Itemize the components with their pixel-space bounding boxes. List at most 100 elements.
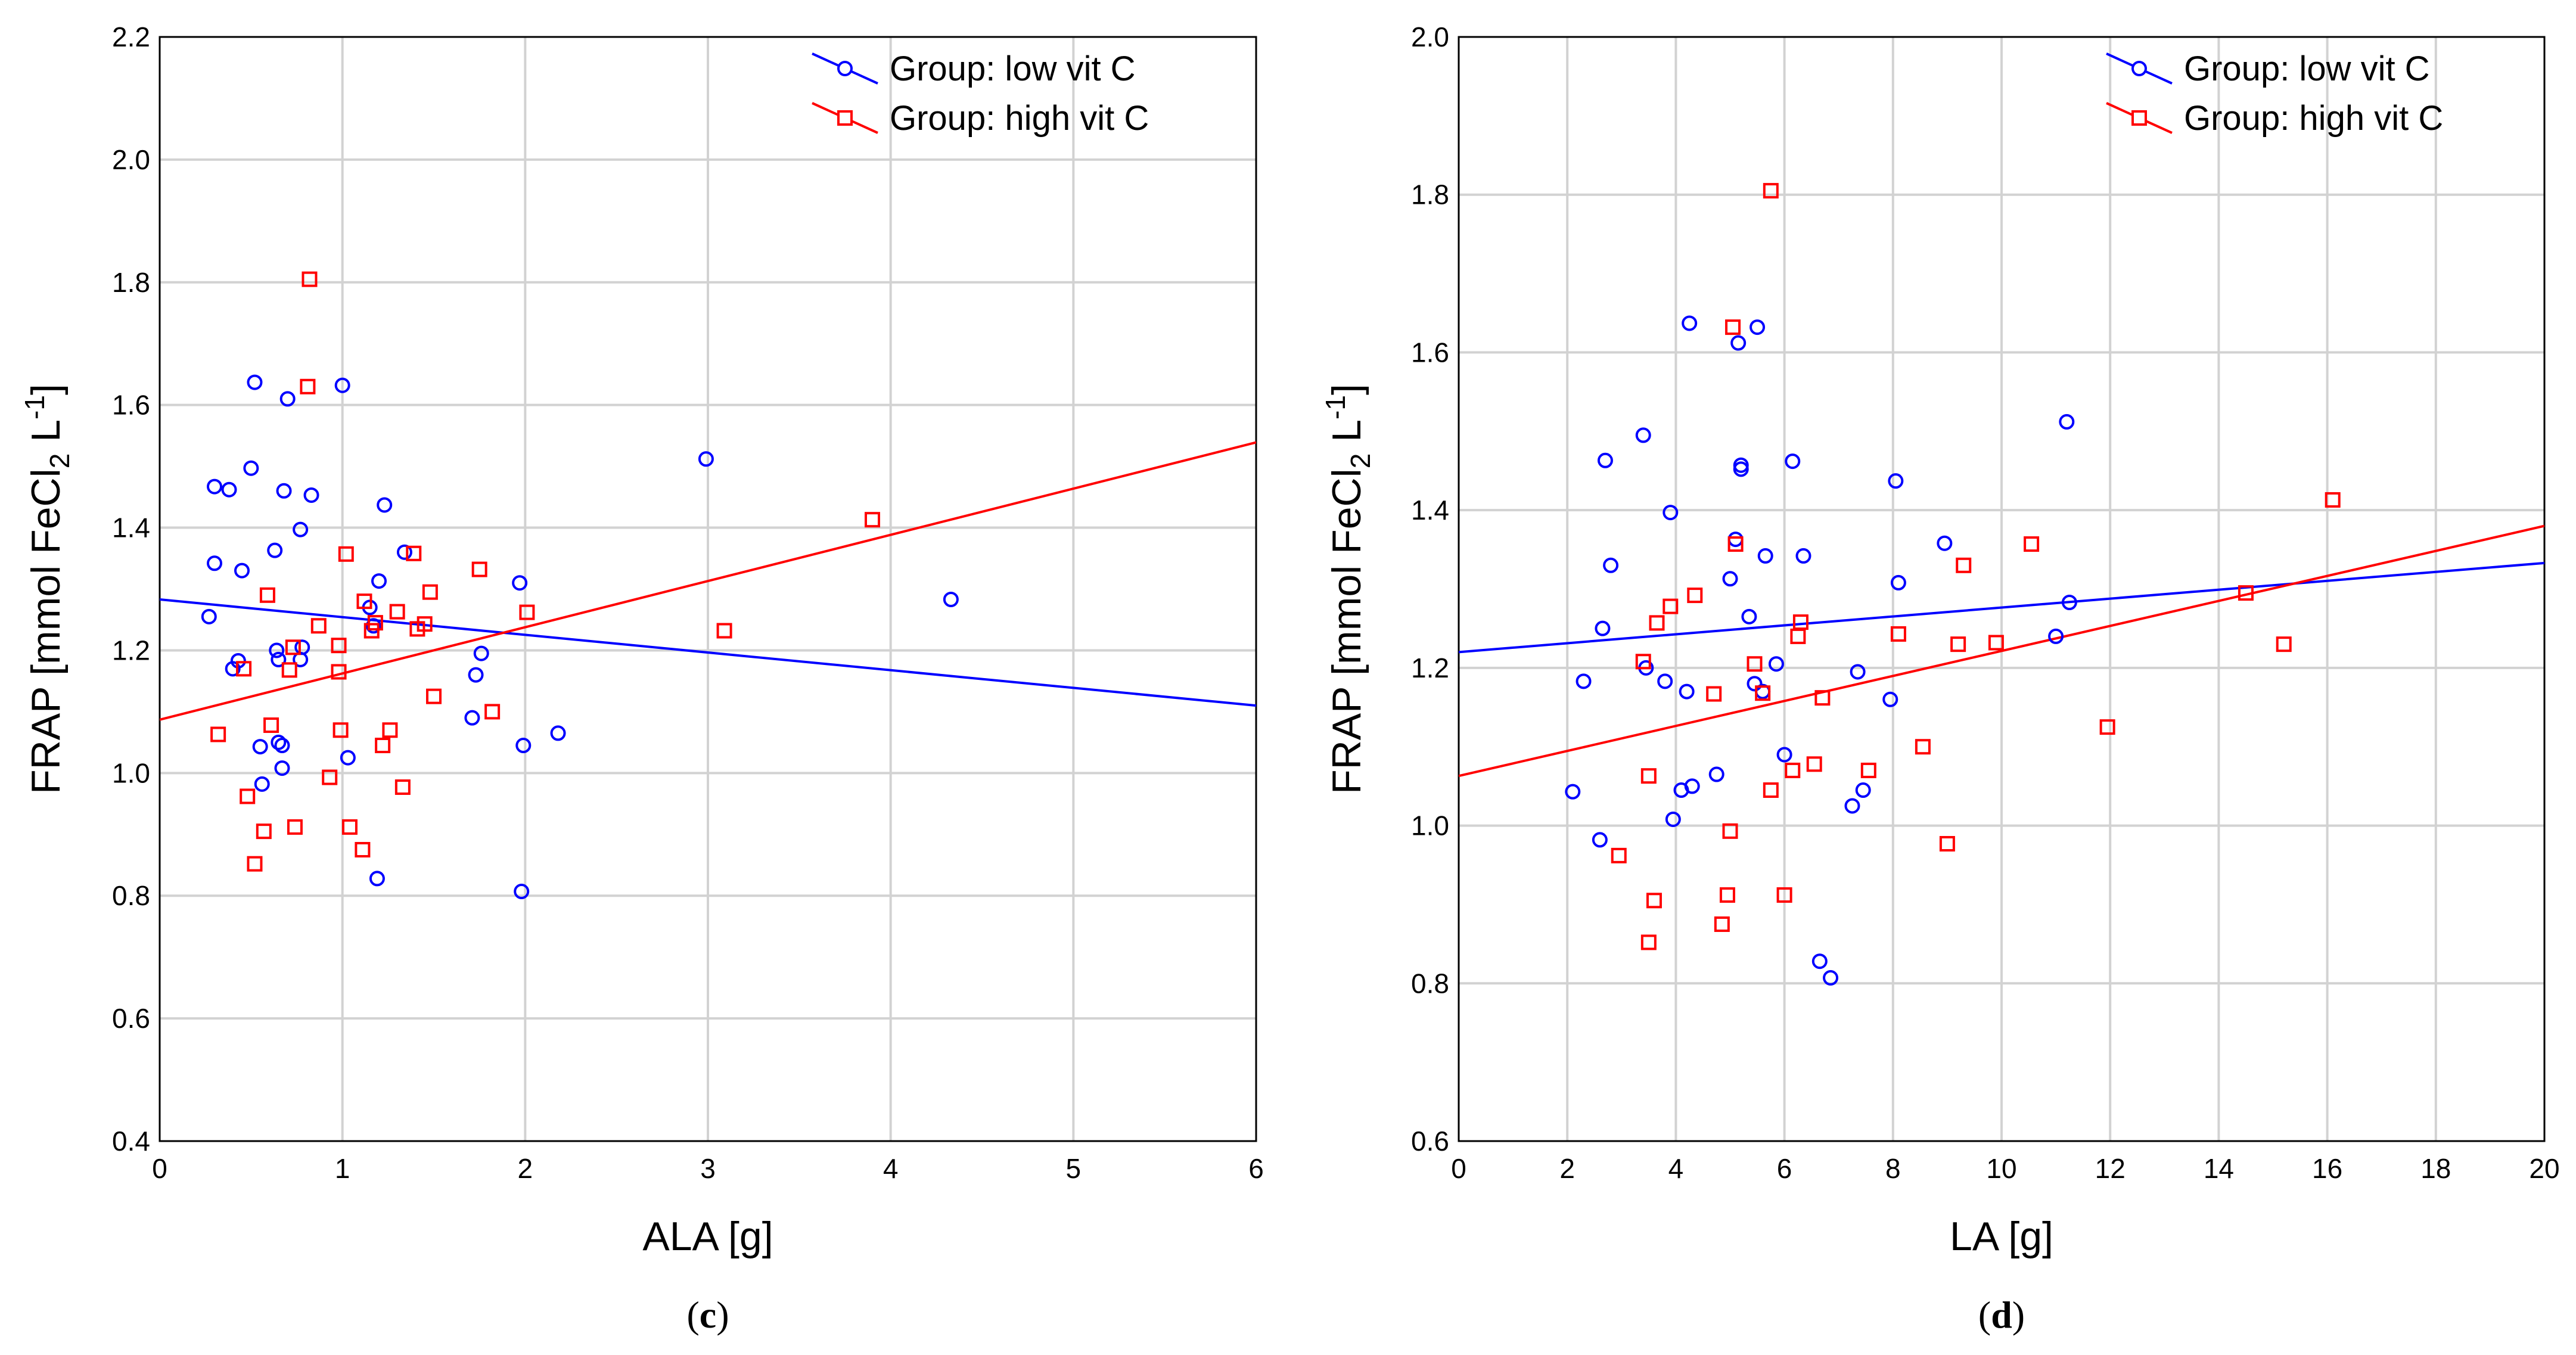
low-vitc-point: [1750, 319, 1766, 335]
low-vitc-point: [1882, 691, 1898, 707]
high-vitc-point: [382, 722, 398, 738]
y-tick-label: 2.0: [112, 144, 150, 175]
high-vitc-point: [389, 604, 405, 620]
low-vitc-point: [1850, 664, 1866, 680]
high-vitc-point: [302, 271, 318, 287]
high-vitc-point: [426, 688, 442, 704]
panel-c-chart: 0 1 2 3 4 5 6 0.4 0.6 0.8 1.0 1.2 1.4 1.6 1.8 2.0 2.2 Gro…: [19, 21, 1264, 1336]
high-vitc-point: [1687, 588, 1703, 604]
low-vitc-point: [1682, 315, 1698, 331]
low-vitc-point: [303, 487, 319, 503]
high-vitc-point: [1950, 636, 1966, 652]
low-vitc-point: [1776, 747, 1792, 763]
low-vitc-point: [377, 497, 393, 513]
y-tick-label: 1.8: [1411, 179, 1449, 210]
high-vitc-point: [281, 662, 297, 678]
high-vitc-point: [1806, 756, 1822, 772]
high-vitc-point: [1649, 615, 1665, 631]
panel-label: (d): [1978, 1294, 2025, 1336]
low-vitc-point: [207, 478, 222, 495]
y-axis-label-mid: L: [23, 419, 69, 453]
y-tick-label: 1.0: [1411, 810, 1449, 841]
y-tick-label: 1.0: [112, 757, 150, 788]
high-vitc-point: [1706, 686, 1722, 702]
x-tick-label: 6: [1248, 1153, 1264, 1184]
y-axis-label-sub: 2: [1345, 453, 1376, 469]
high-vitc-point: [1939, 836, 1955, 852]
high-vitc-point: [331, 664, 347, 680]
high-vitc-fit-line: [1459, 524, 2544, 778]
low-vitc-fit-line: [1459, 561, 2544, 654]
low-vitc-point: [334, 377, 350, 393]
high-vitc-point: [2099, 719, 2115, 735]
x-tick-label: 18: [2420, 1153, 2451, 1184]
low-vitc-point: [2061, 595, 2077, 611]
low-vitc-point: [1937, 535, 1953, 551]
low-vitc-point: [293, 521, 309, 537]
high-vitc-point: [1640, 768, 1657, 784]
x-tick-label: 5: [1066, 1153, 1082, 1184]
low-vitc-point: [1684, 778, 1700, 794]
low-vitc-point: [1657, 673, 1673, 689]
x-tick-label: 2: [518, 1153, 533, 1184]
low-vitc-point: [1708, 766, 1724, 782]
y-tick-label: 1.2: [112, 635, 150, 666]
x-axis-label: ALA [g]: [642, 1214, 773, 1259]
low-vitc-point: [1757, 548, 1773, 564]
high-vitc-point: [259, 587, 275, 603]
x-tick-label: 0: [152, 1153, 167, 1184]
low-vitc-point: [512, 575, 528, 591]
low-vitc-point: [1635, 427, 1651, 443]
high-vitc-legend-label: Group: high vit C: [2184, 99, 2443, 138]
y-axis-label-end: ]: [23, 384, 69, 395]
low-vitc-point: [1603, 557, 1619, 573]
low-vitc-point: [243, 460, 259, 476]
low-vitc-point: [247, 374, 263, 390]
high-vitc-point: [322, 769, 338, 785]
high-vitc-point: [1755, 685, 1771, 701]
low-vitc-point: [254, 776, 270, 792]
low-vitc-point: [698, 451, 714, 467]
low-vitc-point: [1663, 505, 1679, 521]
high-vitc-point: [356, 593, 372, 610]
y-axis-label-end: ]: [1324, 384, 1369, 395]
high-vitc-point: [338, 546, 354, 562]
low-vitc-legend-marker: [2131, 61, 2147, 76]
y-axis-label: FRAP [mmol FeCl2 L-1]: [1320, 384, 1376, 794]
low-vitc-point: [207, 555, 222, 571]
y-axis-label-sup: -1: [19, 395, 50, 419]
low-vitc-point: [369, 871, 385, 887]
y-axis-label-mid: L: [1324, 419, 1369, 453]
high-vitc-point: [236, 661, 252, 677]
y-tick-label: 1.2: [1411, 652, 1449, 683]
low-vitc-point: [1888, 473, 1904, 489]
high-vitc-point: [375, 738, 391, 754]
low-vitc-point: [1811, 953, 1828, 969]
high-vitc-point: [1792, 614, 1809, 630]
high-vitc-point: [2276, 636, 2292, 652]
high-vitc-point: [394, 779, 411, 795]
low-vitc-point: [279, 391, 296, 407]
panel-label: (c): [686, 1294, 729, 1336]
high-vitc-point: [256, 823, 272, 840]
high-vitc-point: [1611, 847, 1627, 863]
low-vitc-legend-marker: [837, 61, 853, 76]
high-vitc-point: [1890, 626, 1906, 642]
high-vitc-point: [287, 819, 303, 835]
y-tick-label: 0.6: [1411, 1126, 1449, 1157]
low-vitc-point: [234, 562, 250, 579]
high-vitc-point: [1860, 762, 1876, 778]
high-vitc-point: [1915, 739, 1931, 755]
x-tick-label: 20: [2529, 1153, 2559, 1184]
high-vitc-point: [422, 584, 438, 600]
high-vitc-point: [1988, 635, 2004, 651]
low-vitc-point: [371, 573, 387, 589]
low-vitc-point: [340, 750, 356, 766]
high-vitc-legend-marker: [2131, 110, 2147, 126]
plot-frame: [1458, 36, 2546, 1142]
high-vitc-point: [1663, 598, 1679, 614]
high-vitc-point: [363, 623, 380, 639]
low-vitc-point: [1592, 832, 1608, 848]
high-vitc-point: [1747, 656, 1763, 672]
low-vitc-point: [1823, 970, 1839, 986]
